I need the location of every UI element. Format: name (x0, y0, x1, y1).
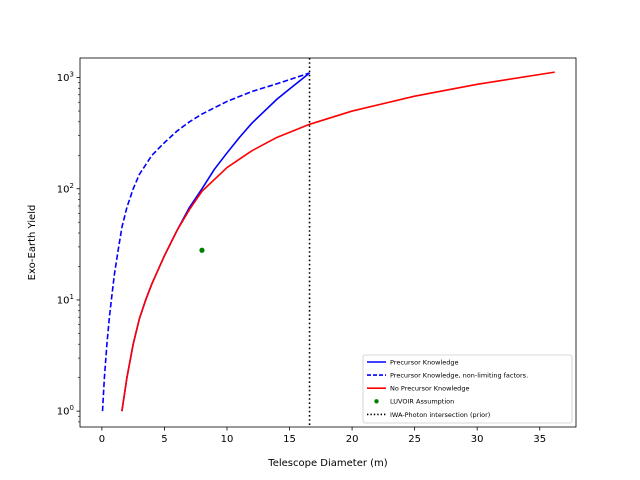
legend-item: LUVOIR Assumption (374, 398, 454, 406)
x-axis-label: Telescope Diameter (m) (267, 458, 388, 469)
legend-marker (374, 399, 379, 404)
legend-label: Precursor Knowledge, non-limiting factor… (390, 372, 528, 380)
y-tick-label: 102 (57, 182, 74, 196)
x-axis: 0 5 10 15 20 25 30 35 (99, 427, 546, 445)
series-line (121, 71, 555, 412)
legend-label: Precursor Knowledge (390, 358, 459, 366)
y-axis: 100 101 102 103 (57, 71, 80, 423)
series-2 (121, 71, 555, 412)
series-1 (101, 72, 310, 412)
x-tick-label: 10 (221, 434, 234, 445)
data-point (199, 247, 205, 253)
legend-item: Precursor Knowledge, non-limiting factor… (367, 372, 528, 380)
x-tick-label: 5 (161, 434, 167, 445)
x-tick-label: 30 (471, 434, 484, 445)
legend-item: IWA-Photon intersection (prior) (367, 411, 490, 419)
legend-item: Precursor Knowledge (367, 358, 459, 366)
y-tick-label: 103 (57, 71, 74, 85)
x-tick-label: 0 (99, 434, 105, 445)
x-tick-label: 15 (283, 434, 296, 445)
y-tick-label: 101 (57, 293, 74, 307)
series-0 (121, 72, 311, 412)
series-3 (199, 247, 205, 253)
series-layer (101, 58, 555, 427)
x-tick-label: 20 (346, 434, 359, 445)
x-tick-label: 35 (533, 434, 546, 445)
legend-item: No Precursor Knowledge (367, 385, 469, 393)
x-tick-label: 25 (408, 434, 421, 445)
legend-box (362, 354, 573, 424)
series-line (101, 72, 310, 412)
y-axis-label: Exo-Earth Yield (27, 205, 38, 281)
series-line (121, 72, 311, 412)
legend: Precursor Knowledge Precursor Knowledge, … (362, 354, 573, 424)
y-tick-label: 100 (57, 404, 74, 418)
legend-label: IWA-Photon intersection (prior) (390, 411, 490, 419)
legend-label: LUVOIR Assumption (390, 398, 454, 406)
legend-label: No Precursor Knowledge (390, 385, 469, 393)
plot-frame (79, 57, 577, 428)
